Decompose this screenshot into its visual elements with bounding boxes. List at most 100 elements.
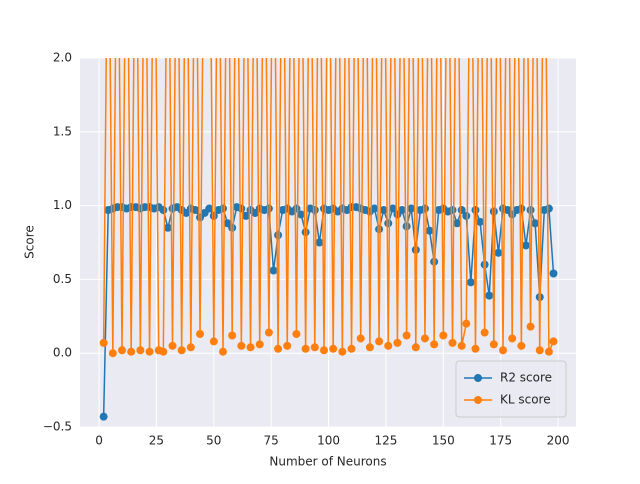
y-tick-label: 0.5 — [53, 272, 72, 286]
point — [398, 206, 407, 215]
point — [209, 211, 218, 220]
y-tick-label: 0.0 — [53, 346, 72, 360]
point — [99, 338, 108, 347]
point — [356, 334, 365, 343]
point — [365, 343, 374, 352]
point — [476, 217, 485, 226]
point — [517, 204, 526, 213]
point — [118, 346, 127, 355]
x-tick-label: 100 — [317, 434, 340, 448]
point — [448, 338, 457, 347]
point — [218, 347, 227, 356]
point — [269, 266, 278, 275]
point — [384, 219, 393, 228]
point — [292, 204, 301, 213]
point — [379, 206, 388, 215]
point — [544, 204, 553, 213]
point — [485, 291, 494, 300]
point — [292, 330, 301, 339]
point — [127, 347, 136, 356]
point — [517, 341, 526, 350]
point — [489, 340, 498, 349]
point — [411, 343, 420, 352]
point — [370, 204, 379, 213]
y-tick-label: 1.0 — [53, 198, 72, 212]
point — [297, 210, 306, 219]
point — [196, 330, 205, 339]
point — [209, 337, 218, 346]
point — [310, 343, 319, 352]
point — [205, 204, 214, 213]
legend-box — [455, 360, 567, 418]
point — [136, 346, 145, 355]
x-tick-label: 25 — [149, 434, 164, 448]
x-tick-label: 125 — [375, 434, 398, 448]
point — [549, 337, 558, 346]
point — [526, 206, 535, 215]
point — [462, 319, 471, 328]
point — [274, 344, 283, 353]
point — [471, 206, 480, 215]
point — [246, 343, 255, 352]
point — [241, 211, 250, 220]
x-tick-label: 50 — [206, 434, 221, 448]
point — [186, 343, 195, 352]
point — [218, 204, 227, 213]
point — [411, 245, 420, 254]
point — [315, 238, 324, 247]
point — [228, 331, 237, 340]
point — [439, 331, 448, 340]
point — [338, 347, 347, 356]
point — [168, 341, 177, 350]
point — [499, 346, 508, 355]
point — [402, 331, 411, 340]
point — [159, 206, 168, 215]
x-tick-label: 75 — [264, 434, 279, 448]
legend-marker — [474, 396, 482, 404]
point — [310, 206, 319, 215]
point — [191, 206, 200, 215]
point — [544, 347, 553, 356]
x-axis-label: Number of Neurons — [269, 455, 386, 469]
point — [448, 206, 457, 215]
point — [494, 248, 503, 257]
legend-marker — [474, 374, 482, 382]
point — [99, 412, 108, 421]
y-tick-label: 2.0 — [53, 51, 72, 65]
legend-label: R2 score — [500, 371, 552, 385]
point — [457, 206, 466, 215]
point — [145, 347, 154, 356]
point — [264, 328, 273, 337]
point — [301, 344, 310, 353]
point — [375, 337, 384, 346]
point — [255, 340, 264, 349]
legend-label: KL score — [500, 393, 551, 407]
point — [264, 204, 273, 213]
point — [489, 207, 498, 216]
point — [283, 341, 292, 350]
point — [549, 269, 558, 278]
x-tick-label: 150 — [432, 434, 455, 448]
point — [163, 223, 172, 232]
point — [237, 204, 246, 213]
point — [237, 341, 246, 350]
point — [462, 211, 471, 220]
point — [228, 223, 237, 232]
y-tick-label: 1.5 — [53, 124, 72, 138]
y-axis-label: Score — [23, 225, 37, 259]
point — [407, 204, 416, 213]
point — [274, 231, 283, 240]
x-tick-label: 175 — [489, 434, 512, 448]
point — [508, 334, 517, 343]
point — [521, 241, 530, 250]
point — [430, 340, 439, 349]
point — [402, 222, 411, 231]
x-tick-label: 0 — [95, 434, 103, 448]
point — [159, 347, 168, 356]
point — [526, 322, 535, 331]
point — [453, 219, 462, 228]
point — [384, 341, 393, 350]
point — [301, 228, 310, 237]
point — [329, 344, 338, 353]
